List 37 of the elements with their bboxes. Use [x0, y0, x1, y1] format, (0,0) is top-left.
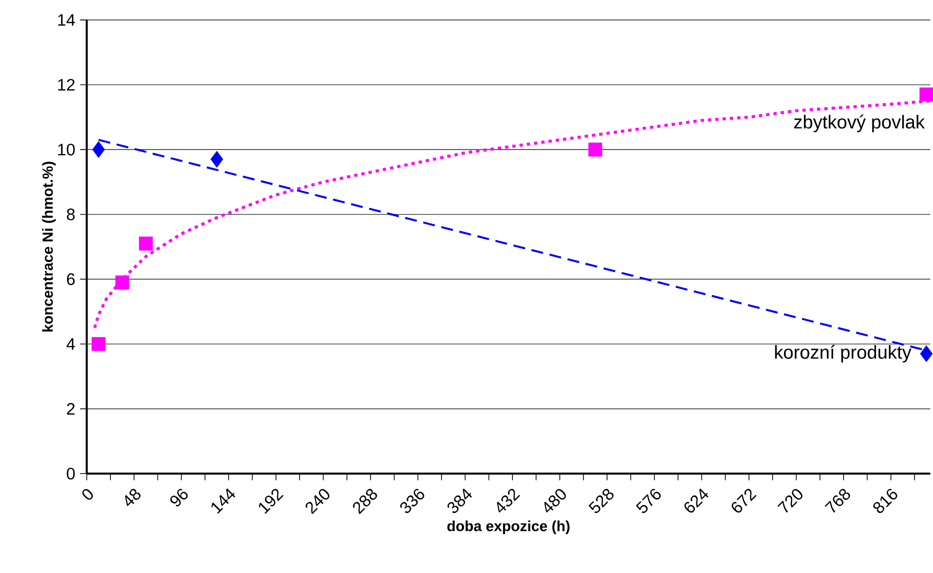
x-tick-label: 48 — [125, 488, 141, 506]
y-axis-title: koncentrace Ni (hmot.%) — [42, 162, 56, 332]
x-tick-label: 192 — [258, 488, 284, 514]
x-tick-label: 816 — [873, 488, 898, 513]
x-axis-title: doba expozice (h) — [447, 520, 570, 534]
point — [138, 236, 153, 250]
x-tick-label: 96 — [170, 488, 188, 506]
x-tick-label: 432 — [496, 488, 520, 512]
y-tick-label: 10 — [58, 144, 75, 156]
y-tick-label: 6 — [66, 273, 75, 285]
point — [919, 87, 933, 102]
x-tick-label: 336 — [400, 488, 424, 513]
x-tick-label: 0 — [82, 488, 93, 500]
x-tick-label: 624 — [684, 488, 708, 512]
x-tick-label: 528 — [588, 488, 614, 513]
y-tick-label: 0 — [66, 468, 75, 480]
x-tick-label: 672 — [732, 488, 757, 512]
x-tick-label: 240 — [306, 488, 330, 514]
point — [210, 150, 224, 168]
x-tick-label: 576 — [636, 488, 661, 513]
point — [588, 142, 602, 156]
x-tick-label: 720 — [777, 488, 802, 512]
x-tick-label: 384 — [448, 488, 472, 513]
point — [92, 336, 106, 351]
series-label: zbytkový povlak — [794, 114, 925, 132]
x-tick-label: 144 — [211, 488, 236, 514]
y-tick-label: 2 — [66, 402, 75, 414]
y-tick-label: 4 — [66, 338, 75, 350]
x-tick-label: 480 — [544, 488, 566, 512]
y-tick-label: 8 — [66, 208, 75, 220]
series-label: korozní produkty — [775, 344, 912, 362]
x-tick-label: 288 — [352, 488, 378, 514]
point — [92, 141, 105, 158]
y-tick-label: 12 — [58, 78, 75, 90]
y-tick-label: 14 — [58, 14, 75, 26]
point — [115, 275, 130, 290]
x-tick-label: 768 — [824, 488, 850, 512]
